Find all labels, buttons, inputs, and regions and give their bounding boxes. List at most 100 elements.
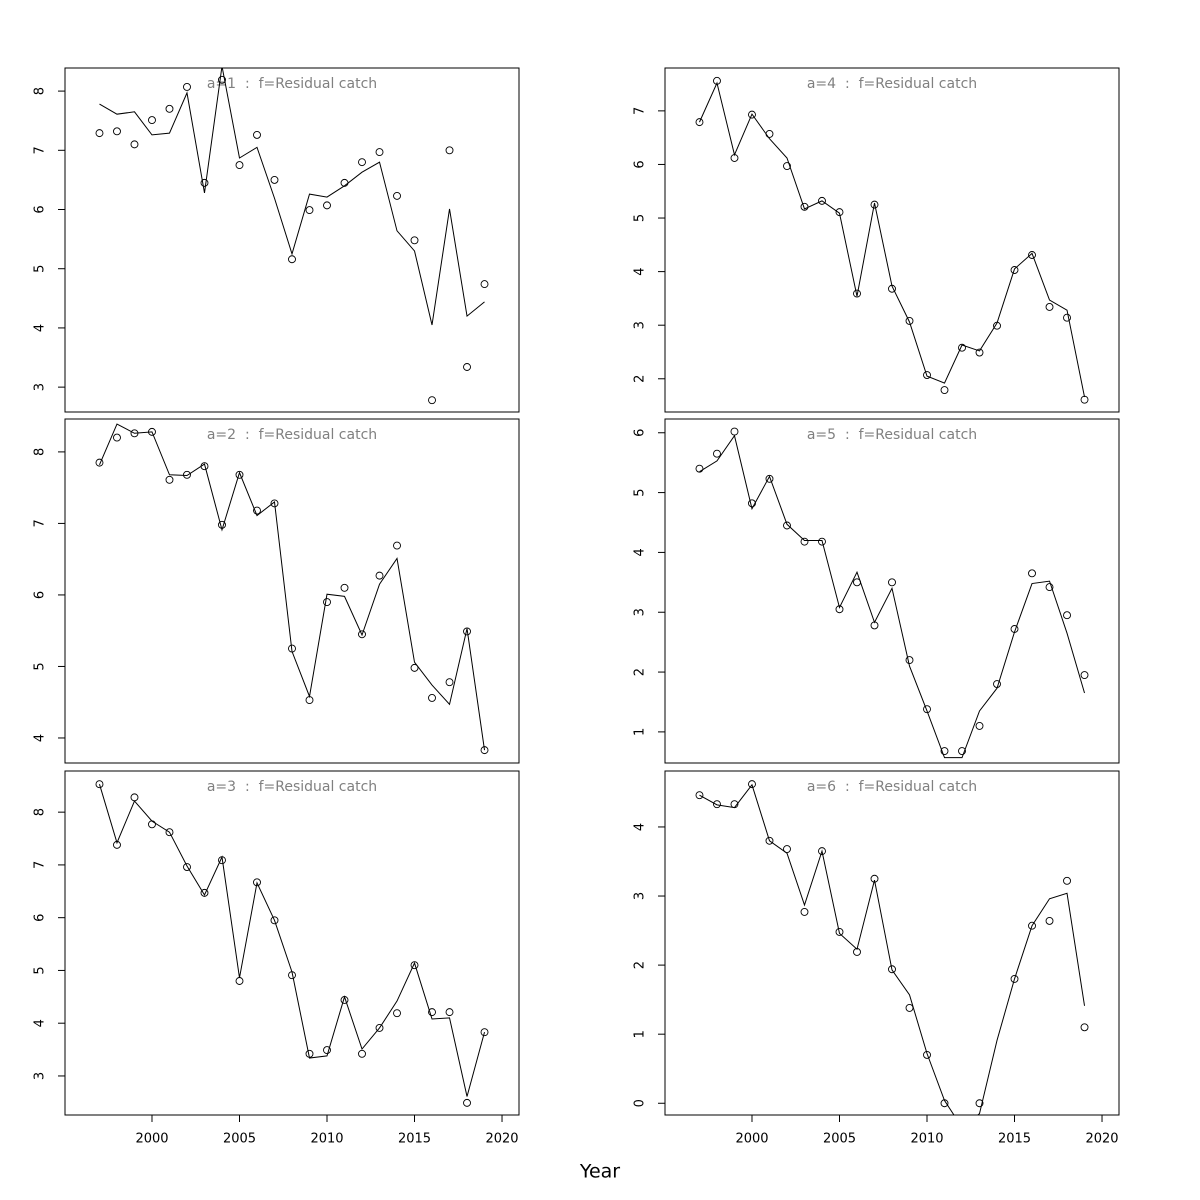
observed-point: [1063, 876, 1071, 885]
observed-point: [113, 127, 121, 136]
panel: a=1 : f=Residual catch 3 4 5 6 7 8: [33, 67, 520, 413]
observed-point: [375, 148, 384, 157]
plot-frame: [64, 770, 520, 1116]
observed-point: [765, 836, 774, 845]
x-tick-label: 2005: [823, 1132, 856, 1147]
panel: a=6 : f=Residual catch 0 1 2 3 4 2000 2005 2010 2…: [633, 770, 1120, 1147]
observed-point: [818, 537, 826, 546]
plot-frame: [664, 67, 1120, 413]
x-tick-label: 2010: [910, 1132, 943, 1147]
plot-frame: [664, 418, 1120, 764]
observed-point: [270, 175, 279, 184]
x-tick-label: 2000: [735, 1132, 768, 1147]
observed-point: [713, 76, 721, 85]
observed-point: [253, 130, 261, 139]
observed-point: [463, 1098, 471, 1107]
observed-point: [940, 747, 949, 755]
x-tick-label: 2020: [1085, 1132, 1118, 1147]
observed-point: [253, 878, 261, 887]
y-tick-label: 7: [633, 107, 648, 115]
plot-area: [695, 76, 1089, 404]
observed-point: [463, 363, 471, 371]
observed-point: [410, 961, 419, 970]
observed-point: [148, 116, 156, 125]
y-tick-label: 5: [33, 966, 48, 974]
fitted-line: [99, 423, 486, 751]
observed-point: [748, 780, 756, 789]
observed-point: [1028, 921, 1036, 930]
panel-title: a=3 : f=Residual catch: [207, 779, 377, 795]
observed-point: [340, 178, 349, 187]
panel: a=4 : f=Residual catch 2 3 4 5 6 7: [633, 67, 1120, 413]
observed-point: [463, 627, 471, 636]
observed-point: [288, 644, 296, 653]
observed-point: [905, 316, 914, 325]
observed-point: [993, 680, 1001, 688]
observed-point: [1028, 569, 1036, 578]
y-tick-label: 2: [633, 668, 648, 676]
observed-point: [975, 348, 984, 357]
panel-title: a=6 : f=Residual catch: [807, 779, 977, 795]
y-tick-label: 7: [33, 519, 48, 527]
observed-point: [358, 630, 366, 639]
observed-point: [940, 386, 949, 394]
panel: a=3 : f=Residual catch 3 4 5 6 7 8 2000 2005 2010…: [33, 770, 520, 1147]
fitted-line: [699, 783, 1086, 1115]
y-tick-label: 5: [33, 265, 48, 273]
observed-point: [783, 845, 791, 854]
observed-point: [870, 621, 879, 630]
observed-point: [358, 1049, 366, 1058]
y-tick-label: 6: [33, 591, 48, 599]
observed-point: [695, 464, 704, 473]
fitted-line: [99, 784, 486, 1097]
observed-point: [923, 1050, 931, 1059]
observed-point: [480, 1028, 489, 1037]
observed-point: [695, 791, 704, 800]
y-tick-label: 3: [33, 383, 48, 391]
y-tick-label: 3: [633, 321, 648, 329]
observed-point: [713, 449, 721, 458]
fitted-line: [699, 81, 1086, 398]
y-tick-label: 3: [33, 1072, 48, 1080]
observed-point: [730, 154, 739, 162]
observed-point: [445, 146, 454, 155]
plot-area: [695, 780, 1089, 1115]
y-tick-label: 3: [633, 892, 648, 900]
observed-point: [200, 888, 209, 897]
observed-point: [428, 1008, 436, 1017]
observed-point: [748, 499, 756, 508]
observed-point: [853, 289, 861, 298]
observed-point: [358, 158, 366, 167]
observed-point: [375, 1023, 384, 1032]
observed-point: [218, 520, 226, 529]
y-tick-label: 4: [33, 324, 48, 332]
observed-point: [1080, 395, 1089, 404]
observed-point: [235, 470, 244, 479]
observed-point: [1010, 974, 1019, 983]
observed-point: [958, 747, 966, 755]
plot-area: [95, 780, 489, 1107]
panel-title: a=5 : f=Residual catch: [807, 427, 977, 443]
observed-point: [835, 605, 844, 614]
observed-point: [870, 200, 879, 209]
observed-point: [95, 129, 104, 138]
observed-point: [1080, 671, 1089, 680]
x-tick-label: 2015: [998, 1132, 1031, 1147]
y-tick-label: 8: [33, 448, 48, 456]
observed-point: [288, 971, 296, 980]
observed-point: [888, 965, 896, 974]
observed-point: [323, 598, 331, 607]
observed-point: [480, 280, 489, 289]
observed-point: [975, 1099, 984, 1108]
observed-point: [218, 75, 226, 84]
observed-point: [393, 191, 401, 200]
panel: a=2 : f=Residual catch 4 5 6 7 8: [33, 418, 520, 764]
x-tick-label: 2015: [398, 1132, 431, 1147]
observed-point: [130, 429, 139, 438]
observed-point: [393, 541, 401, 550]
observed-point: [428, 693, 436, 702]
observed-point: [905, 1003, 914, 1012]
panel: a=5 : f=Residual catch 1 2 3 4 5 6: [633, 418, 1120, 764]
observed-point: [1010, 266, 1019, 274]
